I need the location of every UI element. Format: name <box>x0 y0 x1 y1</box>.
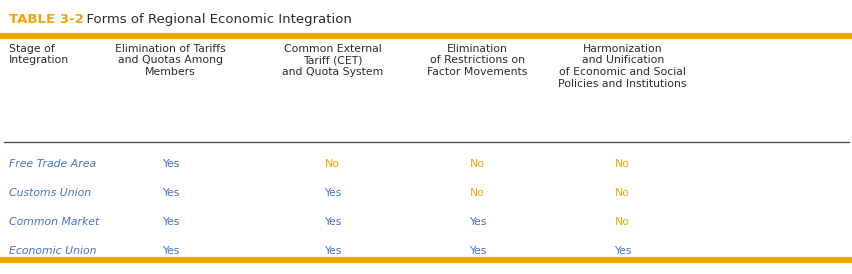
Text: Yes: Yes <box>162 246 179 256</box>
Text: Yes: Yes <box>469 217 486 227</box>
Text: Common Market: Common Market <box>9 217 99 227</box>
Text: Customs Union: Customs Union <box>9 188 90 198</box>
Text: Yes: Yes <box>469 246 486 256</box>
Text: Yes: Yes <box>162 188 179 198</box>
Text: No: No <box>614 188 630 198</box>
Text: Harmonization
and Unification
of Economic and Social
Policies and Institutions: Harmonization and Unification of Economi… <box>558 44 686 89</box>
Text: TABLE 3-2: TABLE 3-2 <box>9 13 83 26</box>
Text: Economic Union: Economic Union <box>9 246 96 256</box>
Text: Elimination
of Restrictions on
Factor Movements: Elimination of Restrictions on Factor Mo… <box>427 44 527 77</box>
Text: No: No <box>614 159 630 169</box>
Text: Common External
Tariff (CET)
and Quota System: Common External Tariff (CET) and Quota S… <box>282 44 383 77</box>
Text: Elimination of Tariffs
and Quotas Among
Members: Elimination of Tariffs and Quotas Among … <box>115 44 226 77</box>
Text: Yes: Yes <box>324 217 341 227</box>
Text: Yes: Yes <box>324 246 341 256</box>
Text: No: No <box>325 159 340 169</box>
Text: Free Trade Area: Free Trade Area <box>9 159 95 169</box>
Text: Yes: Yes <box>162 159 179 169</box>
Text: Stage of
Integration: Stage of Integration <box>9 44 68 65</box>
Text: Yes: Yes <box>613 246 630 256</box>
Text: No: No <box>469 188 485 198</box>
Text: Yes: Yes <box>162 217 179 227</box>
Text: No: No <box>469 159 485 169</box>
Text: Yes: Yes <box>324 188 341 198</box>
Text: No: No <box>614 217 630 227</box>
Text: Forms of Regional Economic Integration: Forms of Regional Economic Integration <box>78 13 352 26</box>
